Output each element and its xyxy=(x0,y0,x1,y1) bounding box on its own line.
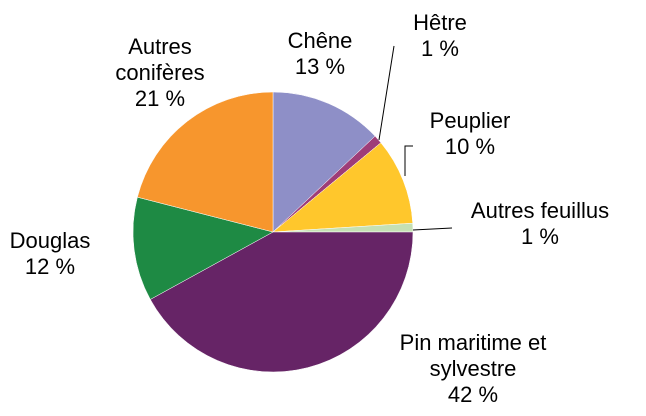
value-label: 21 % xyxy=(134,86,186,111)
slice-label: Pin maritime et sylvestre 42 % xyxy=(378,330,568,408)
leader-line xyxy=(404,145,413,176)
category-label: Hêtre xyxy=(413,10,467,35)
value-label: 12 % xyxy=(24,254,76,279)
slice-label: Autres conifères 21 % xyxy=(95,34,225,112)
value-label: 1 % xyxy=(521,224,559,249)
slice-label: Autres feuillus 1 % xyxy=(471,198,609,250)
slice-label: Douglas 12 % xyxy=(10,228,91,280)
slice-label: Hêtre 1 % xyxy=(413,10,467,62)
pie-slice xyxy=(272,142,413,233)
value-label: 10 % xyxy=(444,134,496,159)
pie-slice xyxy=(149,231,414,373)
value-label: 1 % xyxy=(421,36,459,61)
category-label: Autres conifères xyxy=(115,34,205,85)
leader-line xyxy=(412,227,453,231)
value-label: 42 % xyxy=(447,382,499,407)
pie-slice xyxy=(137,91,274,233)
pie-slice xyxy=(132,196,274,300)
category-label: Douglas xyxy=(9,228,91,253)
leader-line xyxy=(378,45,395,141)
slice-label: Chêne 13 % xyxy=(288,28,353,80)
category-label: Autres feuillus xyxy=(470,198,610,223)
category-label: Pin maritime et sylvestre xyxy=(399,330,547,381)
slice-label: Peuplier 10 % xyxy=(430,108,511,160)
category-label: Chêne xyxy=(287,28,353,53)
pie-slice xyxy=(272,91,376,233)
value-label: 13 % xyxy=(294,54,346,79)
category-label: Peuplier xyxy=(429,108,511,133)
